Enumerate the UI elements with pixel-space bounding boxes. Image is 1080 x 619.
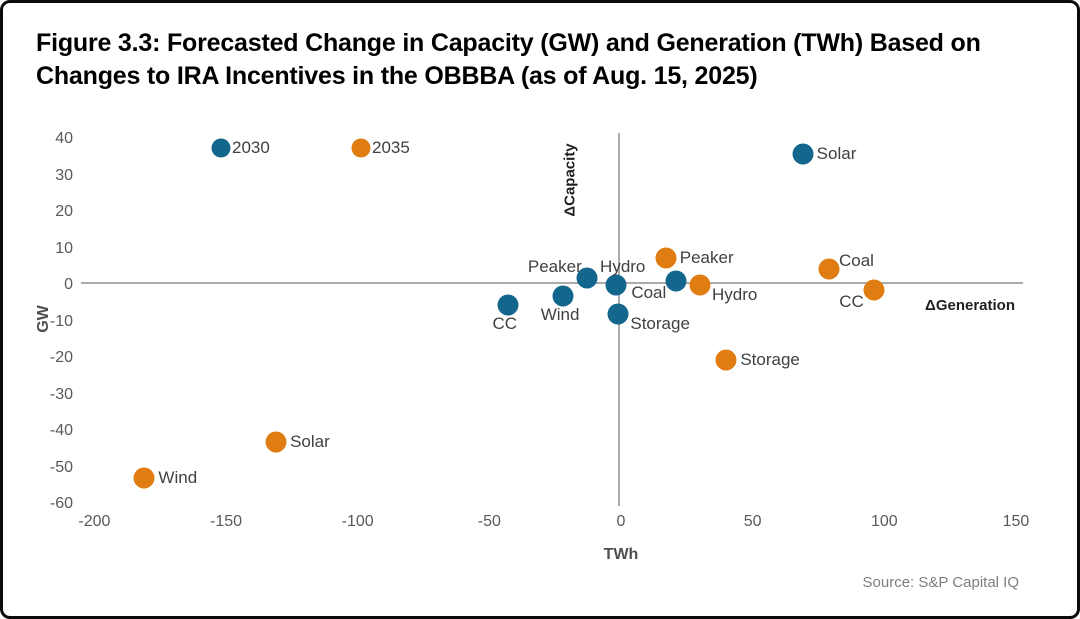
point-2035-cc bbox=[863, 279, 885, 301]
point-label-2030-hydro: Hydro bbox=[600, 257, 646, 276]
point-2035-storage bbox=[715, 349, 737, 371]
point-2030-coal bbox=[665, 270, 687, 292]
point-label-2035-storage: Storage bbox=[740, 349, 800, 369]
point-label-2035-wind: Wind bbox=[158, 468, 198, 488]
x-tick-label: 0 bbox=[616, 513, 626, 530]
point-label-2035-hydro: Hydro bbox=[711, 285, 758, 304]
point-label-2035-peaker: Peaker bbox=[679, 247, 734, 267]
point-label-2030-wind: Wind bbox=[540, 304, 580, 324]
point-label-2035-coal: Coal bbox=[839, 250, 874, 270]
y-tick-label: -30 bbox=[49, 385, 73, 403]
point-label-2030-coal: Coal bbox=[631, 283, 667, 303]
point-2030-storage bbox=[607, 303, 629, 325]
point-2030-cc bbox=[497, 294, 519, 316]
point-2035-peaker bbox=[655, 247, 677, 269]
x-tick-label: 50 bbox=[743, 513, 762, 530]
y-axis-annotation: ΔCapacity bbox=[561, 143, 579, 217]
x-tick-label: -200 bbox=[78, 513, 111, 530]
x-zero-axis-line bbox=[81, 282, 1023, 284]
y-tick-label: -40 bbox=[49, 422, 73, 439]
x-tick-label: -150 bbox=[210, 513, 243, 530]
y-tick-label: 10 bbox=[55, 239, 73, 257]
point-2030-peaker bbox=[576, 267, 598, 289]
legend-label-2030: 2030 bbox=[232, 138, 270, 157]
legend-label-2035: 2035 bbox=[372, 138, 410, 157]
x-tick-label: 150 bbox=[1002, 513, 1030, 530]
point-label-2030-storage: Storage bbox=[630, 314, 690, 334]
figure-title: Figure 3.3: Forecasted Change in Capacit… bbox=[36, 29, 981, 90]
x-tick-label: -100 bbox=[341, 513, 374, 530]
point-2035-hydro bbox=[689, 274, 711, 296]
point-2030-solar bbox=[792, 143, 814, 165]
x-tick-label: -50 bbox=[477, 513, 501, 530]
point-2030-wind bbox=[552, 285, 574, 307]
y-tick-label: 0 bbox=[64, 276, 73, 293]
point-2030-hydro bbox=[605, 274, 627, 296]
point-label-2030-solar: Solar bbox=[816, 143, 857, 163]
y-tick-label: -20 bbox=[49, 349, 73, 366]
source-note: Source: S&P Capital IQ bbox=[862, 574, 1019, 591]
x-axis-title: TWh bbox=[603, 546, 639, 563]
point-label-2035-solar: Solar bbox=[290, 431, 330, 451]
point-label-2035-cc: CC bbox=[839, 292, 864, 312]
y-tick-label: 40 bbox=[55, 130, 73, 147]
legend-marker-2035 bbox=[351, 138, 371, 158]
y-tick-label: -60 bbox=[49, 495, 73, 512]
y-tick-label: 30 bbox=[55, 166, 73, 184]
point-label-2030-cc: CC bbox=[492, 314, 518, 334]
point-label-2030-peaker: Peaker bbox=[527, 256, 582, 276]
point-2035-coal bbox=[818, 258, 840, 280]
legend-marker-2030 bbox=[211, 138, 231, 158]
point-2035-solar bbox=[265, 431, 287, 453]
y-tick-label: -10 bbox=[49, 312, 73, 330]
x-axis-annotation: ΔGeneration bbox=[925, 297, 1015, 314]
point-2035-wind bbox=[133, 467, 155, 489]
x-tick-label: 100 bbox=[870, 513, 898, 530]
y-tick-label: -50 bbox=[49, 458, 73, 476]
y-tick-label: 20 bbox=[55, 203, 73, 220]
